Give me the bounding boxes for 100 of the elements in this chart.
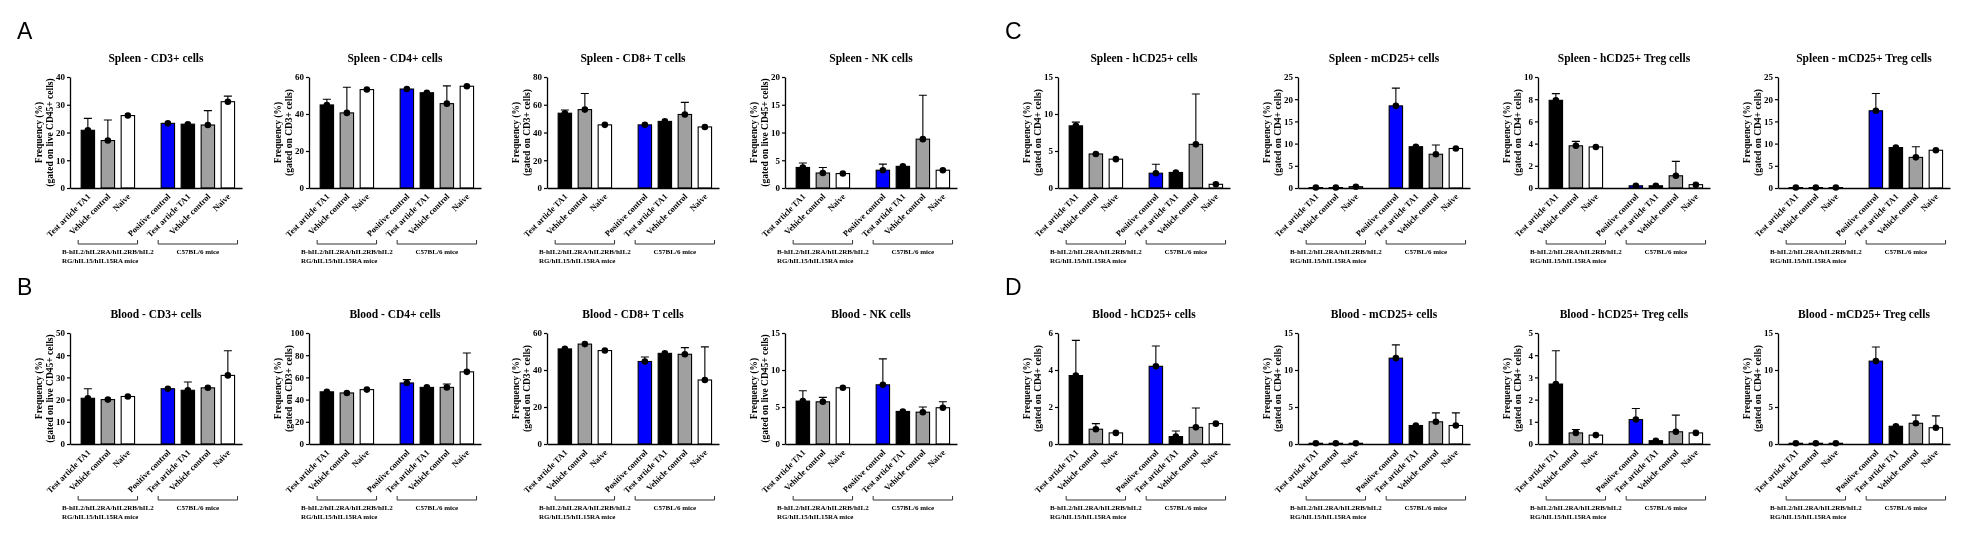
chart-title: Spleen - NK cells [829,52,914,65]
point [701,376,709,384]
point [343,109,350,117]
point [1192,141,1200,148]
y-tick-label: 0 [299,183,304,194]
point [1672,172,1680,180]
y-tick-label: 2 [1528,161,1534,172]
point [1912,154,1920,161]
y-axis-title: Frequency (%) (gated on CD3+ cells) [511,89,533,176]
y-tick-label: 40 [56,72,66,83]
y-tick-label: 20 [1284,94,1294,105]
y-tick-label: 4 [1048,365,1054,376]
y-axis-title: Frequency (%) (gated on CD4+ cells) [1022,89,1044,176]
y-tick-label: 5 [1768,402,1774,413]
y-tick-label: 10 [1764,138,1774,149]
point [204,384,212,392]
y-tick-label: 3 [1528,372,1534,383]
point [601,347,609,354]
point [939,166,947,174]
point [839,170,847,177]
y-tick-label: 80 [533,72,543,83]
y-tick-label: 0 [60,439,66,450]
chart-title: Spleen - hCD25+ Treg cells [1557,52,1691,65]
point [1192,424,1200,431]
y-tick-label: 20 [533,155,543,166]
y-tick-label: 0 [299,439,304,450]
point [1872,357,1880,365]
chart-title: Blood - hCD25+ cells [1092,308,1197,320]
point [1112,429,1120,437]
point [124,112,132,119]
y-axis-title: Frequency (%) (gated on CD3+ cells) [272,345,295,432]
y-tick-label: 0 [775,183,781,194]
y-tick-label: 4 [1528,350,1534,361]
y-tick-label: 40 [533,365,543,376]
y-tick-label: 5 [1048,146,1054,157]
y-tick-label: 6 [1048,328,1054,339]
y-tick-label: 40 [56,350,66,361]
y-tick-label: 5 [1768,161,1774,172]
y-axis-title: Frequency (%) (gated on CD4+ cells) [1262,89,1284,176]
y-tick-label: 5 [775,402,781,413]
chart-title: Spleen - mCD25+ Treg cells [1796,52,1933,65]
point [164,120,172,127]
y-tick-label: 5 [1288,161,1294,172]
text: D [1005,274,1022,300]
y-tick-label: 20 [1764,94,1774,105]
point [1672,428,1680,436]
point [363,386,370,393]
text: B [17,274,33,300]
y-tick-label: 10 [56,155,66,166]
chart-title: Blood - mCD25+ cells [1330,308,1438,320]
point [839,384,847,392]
chart-title: Blood - CD4+ cells [348,308,441,320]
y-axis-title: Frequency (%) (gated on CD4+ cells) [1022,345,1044,432]
point [1092,150,1100,158]
y-axis-title: Frequency (%) (gated on CD4+ cells) [1502,89,1524,176]
y-axis-title: Frequency (%) (gated on live CD45+ cells) [34,78,56,187]
point [1432,150,1440,158]
y-tick-label: 60 [533,328,543,339]
y-tick-label: 0 [1528,183,1534,194]
y-tick-label: 60 [294,372,304,383]
point [1452,422,1460,429]
y-axis-title: Frequency (%) (gated on live CD45+ cells) [34,334,56,443]
y-tick-label: 15 [771,328,781,339]
y-axis-title: Frequency (%) (gated on CD4+ cells) [1742,345,1764,432]
chart-title: Blood - NK cells [831,308,912,320]
y-tick-label: 30 [56,372,66,383]
y-tick-label: 10 [1524,72,1534,83]
text: C [1005,18,1022,44]
y-axis-title: Frequency (%) (gated on CD3+ cells) [511,345,533,432]
y-tick-label: 10 [1284,365,1294,376]
point [224,372,232,379]
y-tick-label: 60 [533,100,543,111]
point [104,396,112,403]
text: A [17,18,33,44]
y-tick-label: 10 [771,365,781,376]
y-tick-label: 0 [775,439,781,450]
point [1692,181,1700,188]
point [1152,363,1160,370]
y-tick-label: 0 [1288,439,1294,450]
y-tick-label: 4 [1528,138,1534,149]
y-tick-label: 0 [60,183,66,194]
chart-title: Spleen - mCD25+ cells [1328,52,1440,65]
point [463,82,470,90]
point [104,137,112,144]
y-tick-label: 0 [1528,439,1534,450]
y-tick-label: 40 [294,109,304,120]
point [681,111,689,118]
point [1432,418,1440,426]
y-axis-title: Frequency (%) (gated on live CD45+ cells) [749,78,771,187]
point [1872,107,1880,115]
y-tick-label: 50 [56,328,66,339]
point [1452,145,1460,152]
y-tick-label: 15 [1764,328,1774,339]
point [1932,424,1940,431]
y-tick-label: 20 [533,402,543,413]
point [1592,143,1600,151]
y-axis-title: Frequency (%) (gated on CD4+ cells) [1502,345,1524,432]
y-axis-title: Frequency (%) (gated on CD4+ cells) [1742,89,1764,176]
y-tick-label: 20 [56,394,66,405]
y-axis-title: Frequency (%) (gated on CD4+ cells) [1262,345,1284,432]
